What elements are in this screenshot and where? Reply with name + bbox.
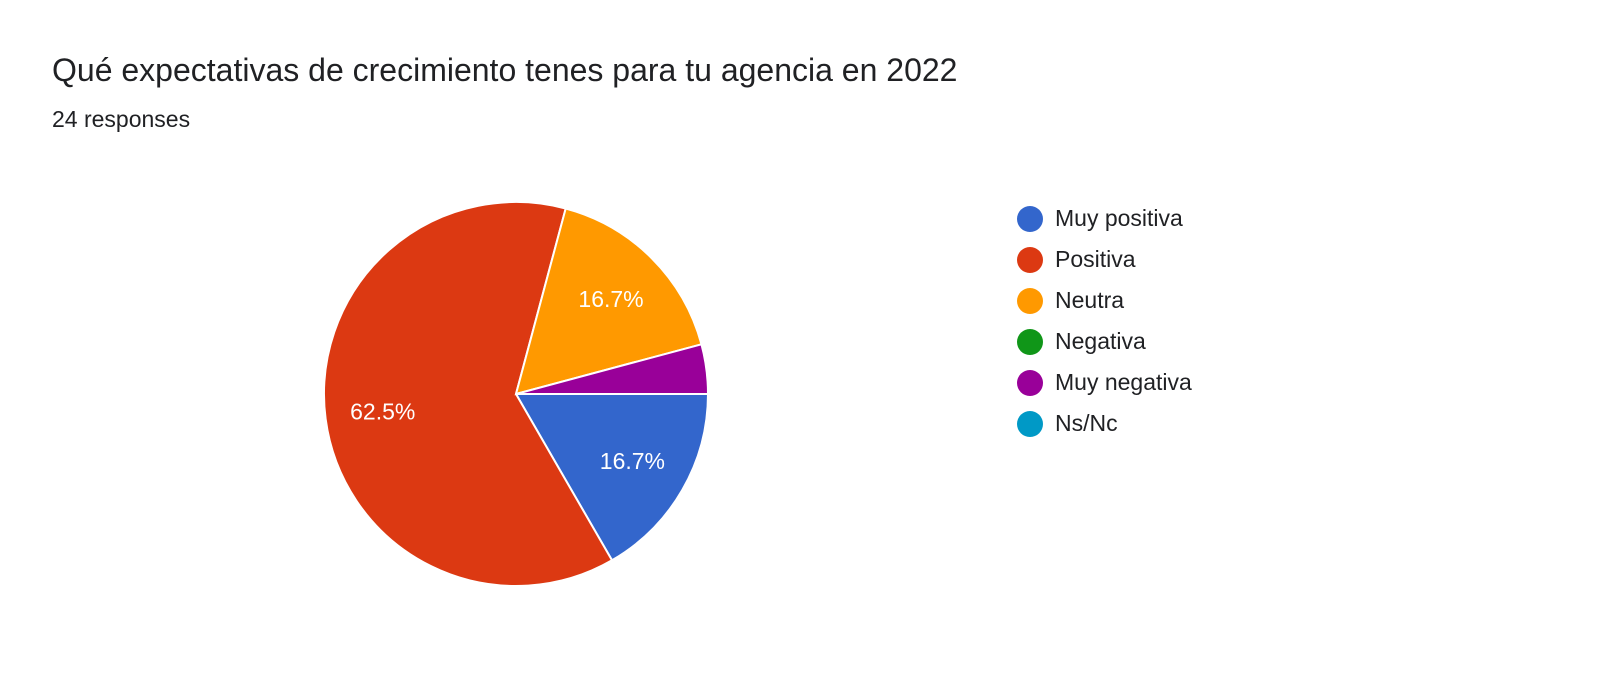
legend-label: Muy negativa bbox=[1055, 369, 1192, 395]
legend-swatch-icon bbox=[1017, 328, 1043, 355]
legend-label: Positiva bbox=[1055, 246, 1136, 272]
legend-item-neutra: Neutra bbox=[1017, 280, 1192, 321]
pie-slice-neutra bbox=[514, 207, 703, 396]
chart-legend: Muy positiva Positiva Neutra Negativa Muy ne… bbox=[1017, 198, 1192, 444]
legend-swatch-icon bbox=[1017, 205, 1043, 232]
legend-item-muy-positiva: Muy positiva bbox=[1017, 198, 1192, 239]
legend-swatch-icon bbox=[1017, 287, 1043, 314]
legend-item-muy-negativa: Muy negativa bbox=[1017, 362, 1192, 403]
legend-label: Negativa bbox=[1055, 328, 1146, 354]
legend-item-ns-nc: Ns/Nc bbox=[1017, 403, 1192, 444]
legend-label: Muy positiva bbox=[1055, 205, 1183, 231]
pie-slice-muy-positiva bbox=[514, 393, 710, 562]
slice-label-muy-positiva: 16.7% bbox=[600, 448, 665, 474]
legend-label: Ns/Nc bbox=[1055, 410, 1118, 436]
response-count: 24 responses bbox=[52, 106, 191, 132]
pie-slice-muy-negativa bbox=[515, 343, 710, 395]
legend-swatch-icon bbox=[1017, 369, 1043, 396]
legend-item-negativa: Negativa bbox=[1017, 321, 1192, 362]
legend-label: Neutra bbox=[1055, 287, 1125, 313]
legend-swatch-icon bbox=[1017, 410, 1043, 437]
chart-title: Qué expectativas de crecimiento tenes pa… bbox=[52, 52, 958, 88]
legend-swatch-icon bbox=[1017, 246, 1043, 273]
legend-item-positiva: Positiva bbox=[1017, 239, 1192, 280]
pie-slice-positiva bbox=[323, 201, 614, 587]
slice-label-neutra: 16.7% bbox=[578, 286, 643, 312]
slice-label-positiva: 62.5% bbox=[350, 399, 415, 425]
